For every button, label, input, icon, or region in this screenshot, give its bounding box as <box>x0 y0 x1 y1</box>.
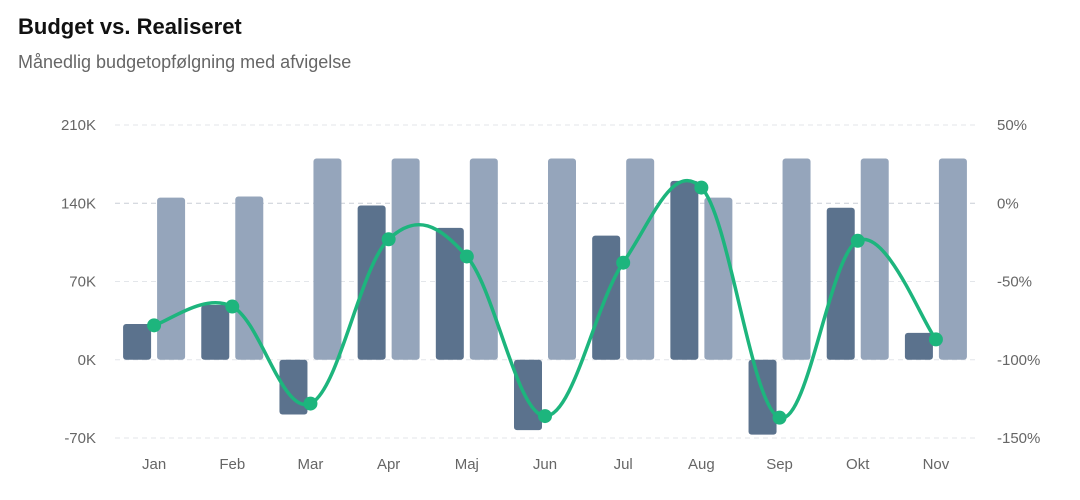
y-left-tick-label: -70K <box>64 430 96 447</box>
y-right-tick-label: -100% <box>997 352 1040 369</box>
bar-budget <box>938 158 967 360</box>
x-tick-label: Apr <box>377 456 400 473</box>
bar-realiseret <box>357 205 386 360</box>
x-tick-label: Aug <box>688 456 715 473</box>
deviation-point <box>381 232 396 247</box>
deviation-point <box>850 233 865 248</box>
bar-realiseret <box>123 323 152 360</box>
bar-budget <box>469 158 498 360</box>
bar-budget <box>235 196 264 360</box>
bar-budget <box>548 158 576 360</box>
bar-budget <box>391 158 420 360</box>
deviation-point <box>303 396 318 411</box>
x-tick-label: Mar <box>298 456 324 473</box>
bar-realiseret <box>435 227 464 360</box>
deviation-point <box>928 332 943 347</box>
x-tick-label: Nov <box>923 456 950 473</box>
bar-realiseret <box>826 207 855 360</box>
bar-realiseret <box>514 359 542 431</box>
y-right-tick-label: -150% <box>997 430 1040 447</box>
deviation-point <box>225 299 240 314</box>
y-right-tick-label: 50% <box>997 117 1027 134</box>
x-tick-label: Sep <box>766 456 793 473</box>
y-right-tick-label: -50% <box>997 274 1032 291</box>
bar-budget <box>704 197 733 360</box>
y-right-tick-label: 0% <box>997 195 1019 212</box>
bar-budget <box>157 197 186 360</box>
deviation-line <box>152 178 938 420</box>
x-tick-label: Jul <box>614 456 633 473</box>
bar-realiseret <box>201 304 230 360</box>
deviation-point <box>538 409 552 424</box>
deviation-point <box>147 318 162 333</box>
x-tick-label: Maj <box>455 456 479 473</box>
deviation-point <box>694 180 709 195</box>
bar-realiseret <box>748 359 777 435</box>
chart-subtitle: Månedlig budgetopfølgning med afvigelse <box>18 52 352 72</box>
y-left-tick-label: 0K <box>78 352 96 369</box>
x-tick-label: Okt <box>846 456 870 473</box>
bar-realiseret <box>904 332 933 360</box>
deviation-point <box>772 410 787 425</box>
bar-budget <box>782 158 811 360</box>
deviation-point <box>459 249 474 264</box>
chart-title: Budget vs. Realiseret <box>18 14 242 39</box>
bar-budget <box>626 158 655 360</box>
y-left-tick-label: 210K <box>61 117 96 134</box>
y-left-tick-label: 140K <box>61 195 96 212</box>
x-tick-label: Jan <box>142 456 166 473</box>
bar-realiseret <box>670 180 699 360</box>
deviation-point <box>616 255 631 270</box>
bar-realiseret <box>279 359 308 415</box>
y-left-tick-label: 70K <box>69 274 96 291</box>
x-tick-label: Feb <box>219 456 245 473</box>
bar-budget <box>313 158 342 360</box>
bar-budget <box>860 158 889 360</box>
x-tick-label: Jun <box>533 456 557 473</box>
